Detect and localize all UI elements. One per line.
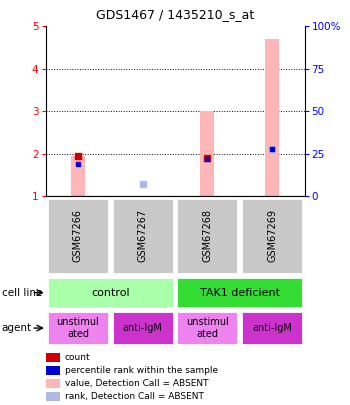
Bar — [71, 156, 85, 196]
FancyBboxPatch shape — [241, 311, 303, 345]
Text: unstimul
ated: unstimul ated — [186, 317, 229, 339]
Text: GDS1467 / 1435210_s_at: GDS1467 / 1435210_s_at — [96, 8, 254, 21]
Text: cell line: cell line — [2, 288, 42, 298]
Text: GSM67266: GSM67266 — [73, 209, 83, 262]
Text: anti-IgM: anti-IgM — [252, 323, 292, 333]
Bar — [200, 111, 215, 196]
Text: TAK1 deficient: TAK1 deficient — [200, 288, 280, 298]
Text: GSM67269: GSM67269 — [267, 209, 277, 262]
FancyBboxPatch shape — [176, 198, 238, 274]
Text: GSM67268: GSM67268 — [202, 209, 212, 262]
Text: rank, Detection Call = ABSENT: rank, Detection Call = ABSENT — [65, 392, 204, 401]
Text: count: count — [65, 353, 90, 362]
FancyBboxPatch shape — [47, 277, 174, 309]
FancyBboxPatch shape — [112, 198, 174, 274]
FancyBboxPatch shape — [241, 198, 303, 274]
FancyBboxPatch shape — [47, 311, 109, 345]
FancyBboxPatch shape — [176, 311, 238, 345]
Text: control: control — [91, 288, 130, 298]
FancyBboxPatch shape — [176, 277, 303, 309]
FancyBboxPatch shape — [47, 198, 109, 274]
Text: anti-IgM: anti-IgM — [123, 323, 162, 333]
Text: unstimul
ated: unstimul ated — [56, 317, 99, 339]
Text: percentile rank within the sample: percentile rank within the sample — [65, 366, 218, 375]
Text: agent: agent — [2, 323, 32, 333]
Bar — [265, 39, 279, 196]
Text: GSM67267: GSM67267 — [138, 209, 148, 262]
FancyBboxPatch shape — [112, 311, 174, 345]
Text: value, Detection Call = ABSENT: value, Detection Call = ABSENT — [65, 379, 208, 388]
